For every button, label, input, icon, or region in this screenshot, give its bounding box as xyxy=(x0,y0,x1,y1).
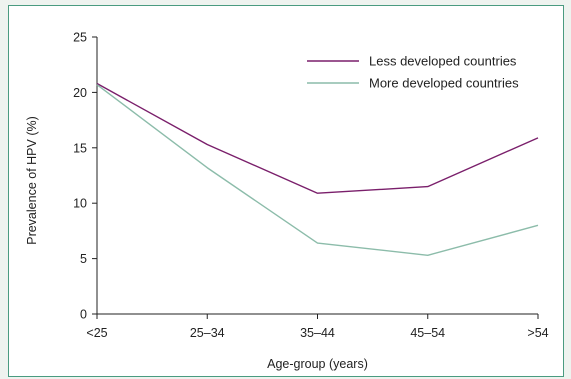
legend-label: Less developed countries xyxy=(369,54,517,69)
series-line-less-developed-countries xyxy=(96,82,539,194)
x-tick-label: 25–34 xyxy=(190,326,225,340)
x-axis-title: Age-group (years) xyxy=(267,357,368,371)
x-tick-label: 45–54 xyxy=(410,326,445,340)
y-tick-label: 25 xyxy=(73,31,87,45)
y-axis-title: Prevalence of HPV (%) xyxy=(25,116,39,245)
chart-axes: 0 5 10 15 20 25 <25 25–34 35–44 45–54 >54 xyxy=(73,31,549,341)
y-tick-label: 15 xyxy=(73,141,87,155)
figure-frame xyxy=(8,5,564,377)
chart-legend: Less developed countries More developed c… xyxy=(307,54,519,91)
legend-label: More developed countries xyxy=(369,76,519,91)
x-tick-label: <25 xyxy=(86,326,107,340)
y-tick-label: 0 xyxy=(80,308,87,322)
y-tick-label: 10 xyxy=(73,197,87,211)
series-line-more-developed-countries xyxy=(96,84,539,256)
x-tick-label: 35–44 xyxy=(300,326,335,340)
y-tick-label: 20 xyxy=(73,86,87,100)
x-tick-label: >54 xyxy=(527,326,548,340)
y-tick-label: 5 xyxy=(80,252,87,266)
chart-series xyxy=(96,82,539,256)
